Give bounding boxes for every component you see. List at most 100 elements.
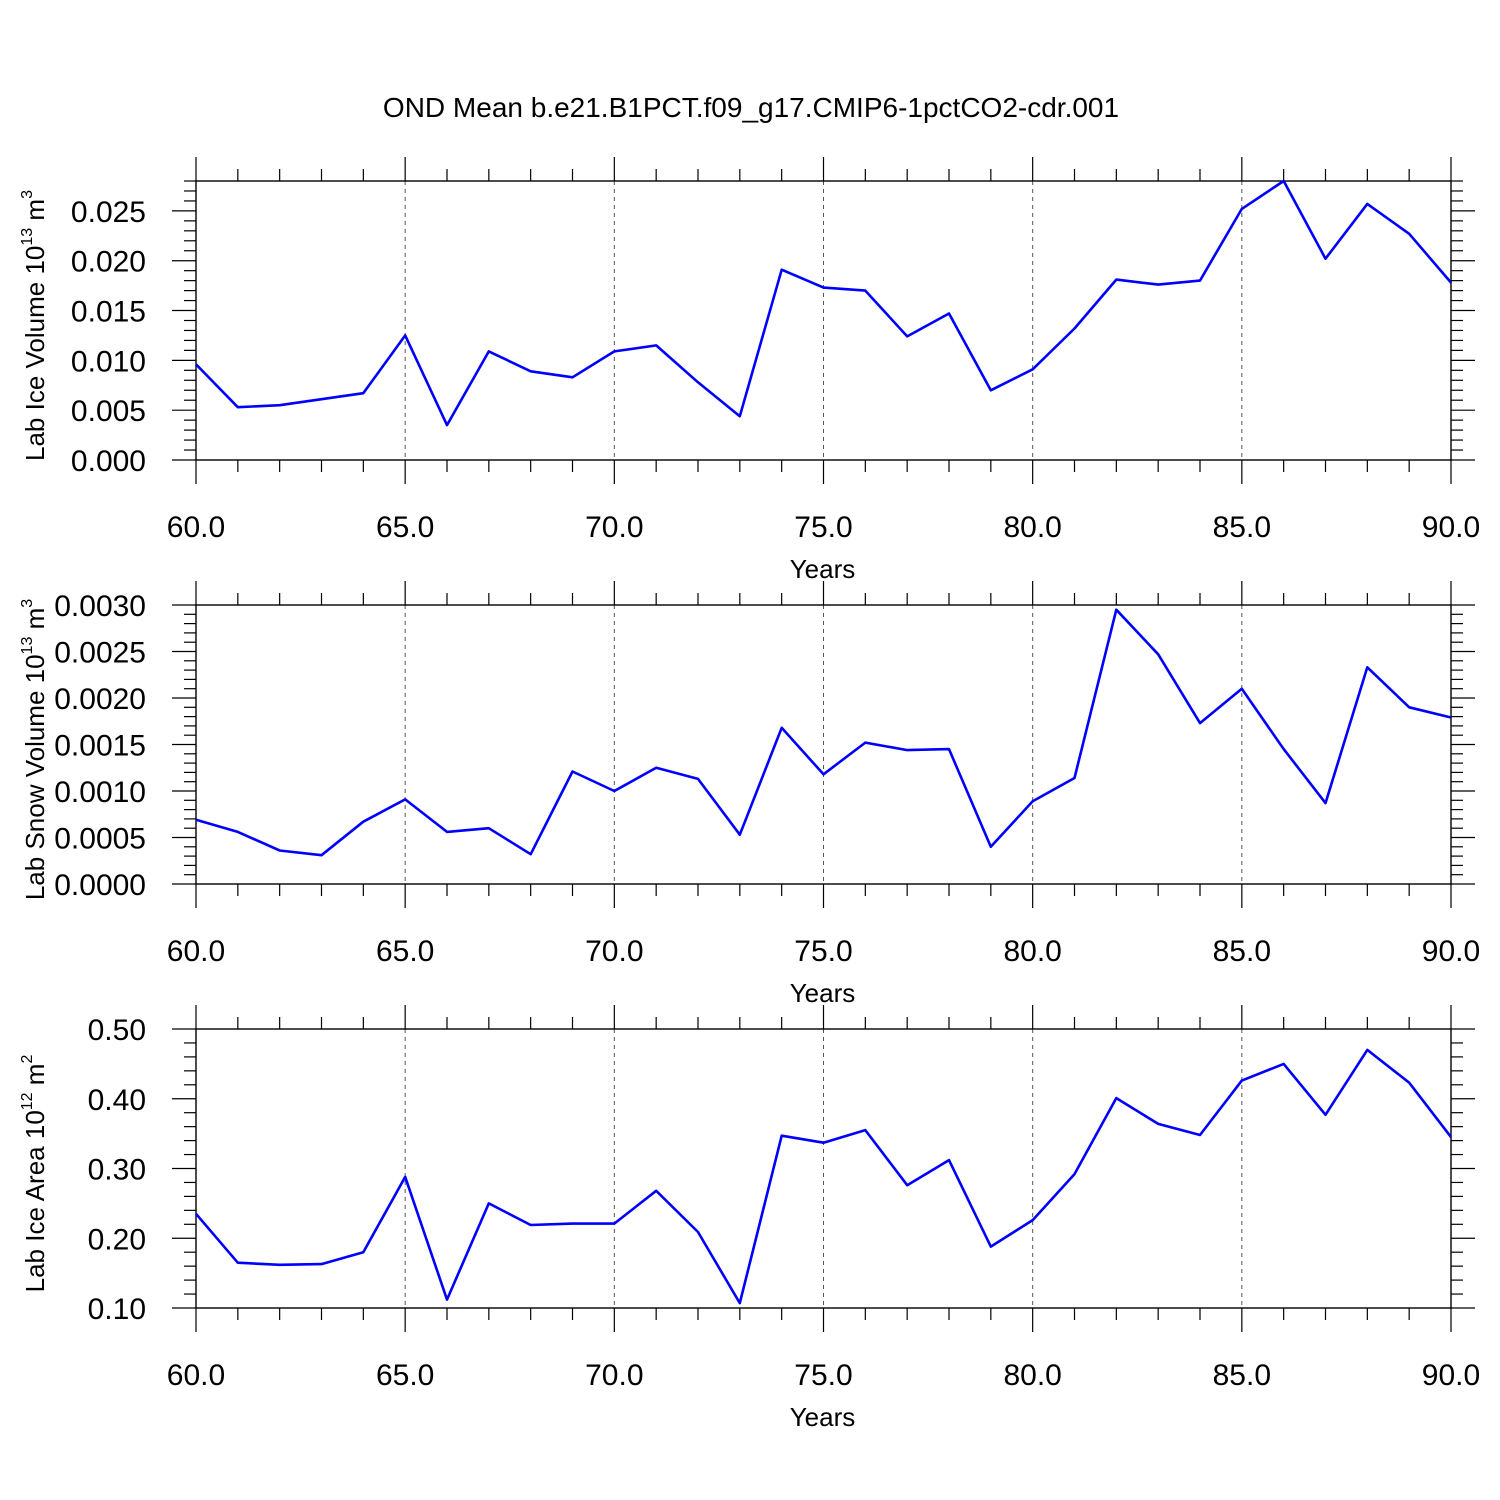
- y-tick-label: 0.0020: [54, 683, 146, 716]
- data-point: [445, 1298, 449, 1302]
- y-tick-label: 0.40: [88, 1084, 146, 1117]
- y-tick-label: 0.0005: [54, 823, 146, 856]
- data-point: [654, 343, 658, 347]
- data-point: [1365, 665, 1369, 669]
- data-point: [1449, 1135, 1453, 1139]
- y-axis-label-exponent: 13: [19, 228, 36, 246]
- y-tick-label: 0.010: [71, 345, 146, 378]
- data-point: [1324, 1113, 1328, 1117]
- y-tick-label: 0.20: [88, 1223, 146, 1256]
- data-point: [529, 852, 533, 856]
- y-axis-label: Lab Ice Volume 1013 m3: [19, 190, 50, 461]
- data-point: [822, 772, 826, 776]
- x-tick-label: 65.0: [376, 935, 434, 968]
- data-point: [1449, 281, 1453, 285]
- data-point: [1156, 283, 1160, 287]
- x-tick-label: 70.0: [585, 511, 643, 544]
- data-point: [989, 388, 993, 392]
- page-title: OND Mean b.e21.B1PCT.f09_g17.CMIP6-1pctC…: [383, 92, 1119, 123]
- data-point: [1365, 202, 1369, 206]
- data-point: [278, 849, 282, 853]
- data-point: [236, 405, 240, 409]
- x-tick-label: 80.0: [1003, 935, 1061, 968]
- data-point: [445, 423, 449, 427]
- x-tick-label: 65.0: [376, 511, 434, 544]
- data-point: [320, 1262, 324, 1266]
- data-point: [1240, 1079, 1244, 1083]
- data-point: [612, 789, 616, 793]
- series-line: [195, 608, 1452, 857]
- data-point: [278, 403, 282, 407]
- data-point: [738, 414, 742, 418]
- data-point: [236, 830, 240, 834]
- x-tick-label: 75.0: [794, 935, 852, 968]
- data-point: [1365, 1048, 1369, 1052]
- y-axis-label: Lab Ice Area 1012 m2: [19, 1055, 50, 1293]
- data-point: [696, 777, 700, 781]
- data-point: [571, 769, 575, 773]
- x-tick-label: 70.0: [585, 935, 643, 968]
- data-point: [1073, 326, 1077, 330]
- x-tick-label: 80.0: [1003, 1359, 1061, 1392]
- x-tick-label: 75.0: [794, 1359, 852, 1392]
- data-point: [1449, 716, 1453, 720]
- data-point: [1156, 652, 1160, 656]
- data-point: [1407, 1081, 1411, 1085]
- data-point: [403, 797, 407, 801]
- data-point: [361, 391, 365, 395]
- data-point: [361, 1250, 365, 1254]
- data-point: [1282, 1062, 1286, 1066]
- data-point: [445, 830, 449, 834]
- data-point: [529, 369, 533, 373]
- y-tick-label: 0.30: [88, 1154, 146, 1187]
- data-point: [612, 349, 616, 353]
- data-point: [1198, 279, 1202, 283]
- y-tick-label: 0.0000: [54, 869, 146, 902]
- data-point: [571, 1222, 575, 1226]
- data-point: [989, 1245, 993, 1249]
- data-point: [403, 333, 407, 337]
- data-point: [822, 1141, 826, 1145]
- data-point: [361, 820, 365, 824]
- panels: 60.0 65.0 70.0 75.0 80.0 85.0 90.0 0.000 0.005 0.…: [19, 157, 1480, 1432]
- data-point: [905, 748, 909, 752]
- data-point: [487, 349, 491, 353]
- y-axis-label-base: Lab Ice Area 10: [20, 1110, 50, 1292]
- data-point: [863, 741, 867, 745]
- y-tick-label: 0.015: [71, 296, 146, 329]
- x-tick-label: 80.0: [1003, 511, 1061, 544]
- data-point: [822, 286, 826, 290]
- data-point: [1282, 179, 1286, 183]
- data-point: [1114, 1096, 1118, 1100]
- series-line: [195, 179, 1452, 427]
- data-point: [738, 833, 742, 837]
- data-point: [780, 726, 784, 730]
- x-tick-label: 60.0: [167, 935, 225, 968]
- data-point: [487, 1201, 491, 1205]
- data-point: [194, 1212, 198, 1216]
- data-point: [1198, 1133, 1202, 1137]
- data-point: [1324, 257, 1328, 261]
- y-tick-label: 0.0025: [54, 637, 146, 670]
- chart-snow-volume: 60.0 65.0 70.0 75.0 80.0 85.0 90.0 0.0000 0.0005…: [19, 581, 1480, 1008]
- data-point: [1407, 705, 1411, 709]
- y-axis-label-base: Lab Snow Volume 10: [20, 654, 50, 900]
- data-point: [654, 1189, 658, 1193]
- data-point: [571, 375, 575, 379]
- x-tick-label: 70.0: [585, 1359, 643, 1392]
- y-axis-label-exponent: 13: [19, 637, 36, 655]
- data-point: [863, 289, 867, 293]
- data-point: [947, 1158, 951, 1162]
- data-point: [487, 826, 491, 830]
- y-tick-label: 0.10: [88, 1293, 146, 1326]
- x-axis-label: Years: [790, 554, 856, 584]
- data-point: [1073, 776, 1077, 780]
- data-point: [1240, 207, 1244, 211]
- x-axis-label: Years: [790, 978, 856, 1008]
- x-tick-label: 85.0: [1213, 511, 1271, 544]
- chart-ice-area: 60.0 65.0 70.0 75.0 80.0 85.0 90.0 0.10 0.20 0.30…: [19, 1005, 1480, 1432]
- data-point: [194, 818, 198, 822]
- x-tick-label: 75.0: [794, 511, 852, 544]
- data-point: [320, 853, 324, 857]
